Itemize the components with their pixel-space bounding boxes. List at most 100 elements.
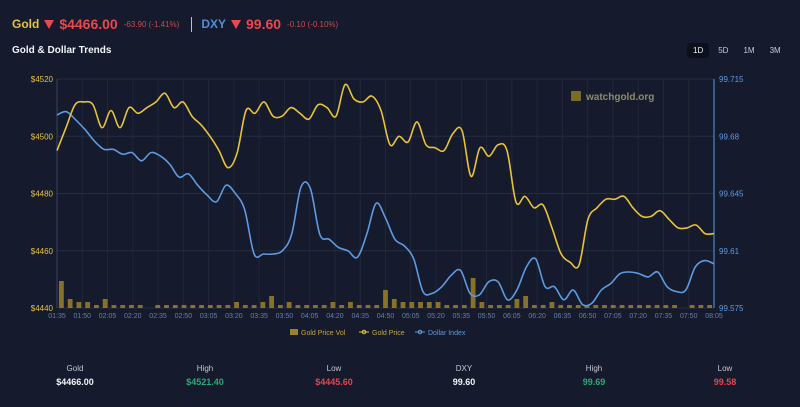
volume-bar <box>461 305 467 308</box>
y-left-tick-label: $4460 <box>31 247 54 256</box>
stat-dxy-high-value: 99.69 <box>582 377 606 387</box>
volume-bar <box>575 305 581 308</box>
volume-bar <box>707 305 713 308</box>
volume-bar <box>479 302 485 308</box>
volume-bar <box>313 305 318 308</box>
volume-bar <box>137 305 143 308</box>
x-tick-label: 06:50 <box>579 313 597 320</box>
volume-bar <box>610 305 616 308</box>
x-tick-label: 07:20 <box>629 313 647 320</box>
volume-bar <box>339 305 345 308</box>
x-tick-label: 05:05 <box>402 313 420 320</box>
stat-dxy: DXY 99.60 <box>453 364 476 387</box>
volume-bar <box>348 302 353 308</box>
volume-bar <box>549 302 555 308</box>
stat-gold-high-label: High <box>196 364 214 373</box>
stat-gold-low-value: $4445.60 <box>315 377 353 387</box>
gold-price: $4466.00 <box>59 16 118 32</box>
volume-bar <box>216 305 222 308</box>
volume-bar <box>619 305 625 308</box>
x-tick-label: 01:35 <box>48 313 66 320</box>
ticker-divider <box>191 16 193 32</box>
y-left-tick-label: $4440 <box>31 304 54 313</box>
stat-gold-high: High $4521.40 <box>186 364 224 387</box>
dxy-price: 99.60 <box>246 16 282 32</box>
chart-title: Gold & Dollar Trends <box>12 45 112 56</box>
volume-bar <box>505 305 511 308</box>
volume-bar <box>532 305 537 308</box>
y-left-tick-label: $4500 <box>31 132 54 141</box>
stat-dxy-low-label: Low <box>717 364 733 373</box>
y-right-tick-label: 99.575 <box>719 304 744 313</box>
dollar-index-line <box>56 110 715 307</box>
volume-bar <box>672 305 677 308</box>
stat-gold-high-value: $4521.40 <box>186 377 224 387</box>
volume-bar <box>400 302 406 308</box>
x-tick-label: 04:50 <box>377 313 395 320</box>
x-tick-label: 04:35 <box>351 313 369 320</box>
x-tick-label: 06:20 <box>528 313 546 320</box>
y-right-tick-label: 99.645 <box>719 190 744 199</box>
volume-bar <box>155 305 161 308</box>
volume-bar <box>94 305 99 308</box>
gold-symbol: Gold <box>12 17 40 31</box>
gold-down-arrow-icon <box>44 19 55 29</box>
x-tick-label: 06:05 <box>503 313 521 320</box>
volume-bar <box>269 296 275 308</box>
volume-bar <box>356 305 362 308</box>
volume-bar <box>470 278 476 308</box>
dxy-down-arrow-icon <box>231 19 242 29</box>
volume-bar <box>514 299 520 308</box>
x-tick-label: 03:20 <box>225 313 243 320</box>
x-tick-label: 07:50 <box>680 313 698 320</box>
watermark-logo-icon <box>571 91 581 101</box>
volume-bar <box>593 305 599 308</box>
y-left-tick-label: $4480 <box>31 190 54 199</box>
range-5d[interactable]: 5D <box>718 46 729 55</box>
stat-dxy-value: 99.60 <box>452 377 476 387</box>
y-right-tick-label: 99.715 <box>719 75 744 84</box>
range-1d[interactable]: 1D <box>687 43 710 58</box>
legend-gold-label: Gold Price <box>372 330 405 337</box>
volume-bar <box>164 305 169 308</box>
volume-bar <box>435 302 441 308</box>
stat-gold-low-label: Low <box>326 364 342 373</box>
volume-bar <box>663 305 669 308</box>
ticker-bar: Gold $4466.00 -63.90 (-1.41%) DXY 99.60 … <box>12 14 338 34</box>
volume-bar <box>172 305 178 308</box>
volume-bar <box>295 305 301 308</box>
volume-bar <box>85 302 91 308</box>
x-tick-label: 04:05 <box>301 313 319 320</box>
stat-gold: Gold $4466.00 <box>56 364 94 387</box>
legend-volume-swatch <box>290 329 298 335</box>
range-1m[interactable]: 1M <box>743 46 755 55</box>
range-3m[interactable]: 3M <box>769 46 781 55</box>
volume-bar <box>76 302 82 308</box>
x-tick-label: 06:35 <box>554 313 572 320</box>
stat-gold-value: $4466.00 <box>56 377 94 387</box>
volume-bar <box>111 305 117 308</box>
stat-dxy-high: High 99.69 <box>583 364 606 387</box>
volume-bar <box>689 305 695 308</box>
volume-bar <box>321 305 327 308</box>
x-tick-label: 05:50 <box>478 313 496 320</box>
volume-bar <box>645 305 651 308</box>
stat-gold-low: Low $4445.60 <box>315 364 353 387</box>
volume-bar <box>540 305 546 308</box>
volume-bar <box>304 305 310 308</box>
volume-bar <box>374 305 380 308</box>
volume-bar <box>523 296 529 308</box>
volume-bar <box>181 305 187 308</box>
volume-bar <box>120 305 126 308</box>
x-tick-label: 07:05 <box>604 313 622 320</box>
volume-bar <box>251 305 257 308</box>
x-tick-label: 01:50 <box>74 313 92 320</box>
volume-bar <box>496 305 502 308</box>
volume-bar <box>584 305 590 308</box>
volume-bar <box>654 305 660 308</box>
legend-dxy-marker <box>417 329 423 335</box>
legend-volume-label: Gold Price Vol <box>301 330 346 337</box>
dxy-symbol: DXY <box>201 17 227 31</box>
volume-bar <box>567 305 572 308</box>
